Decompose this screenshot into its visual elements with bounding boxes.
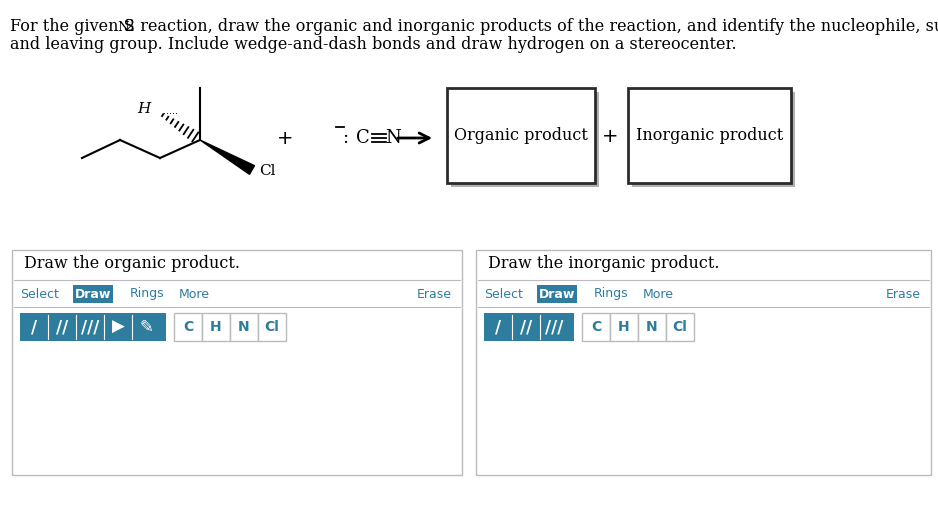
Bar xyxy=(666,313,694,341)
Text: Select: Select xyxy=(484,287,522,300)
Text: C: C xyxy=(356,129,370,147)
Text: Cl: Cl xyxy=(673,320,688,334)
Text: Erase: Erase xyxy=(417,287,452,300)
Text: More: More xyxy=(643,287,674,300)
Text: Cl: Cl xyxy=(259,164,276,178)
Text: C: C xyxy=(183,320,193,334)
Bar xyxy=(638,313,666,341)
Text: /: / xyxy=(495,318,501,336)
Text: //: // xyxy=(520,318,532,336)
Bar xyxy=(537,285,577,303)
Text: Erase: Erase xyxy=(886,287,921,300)
Text: Inorganic product: Inorganic product xyxy=(636,127,783,144)
Text: ▶: ▶ xyxy=(112,318,125,336)
Text: //: // xyxy=(56,318,68,336)
Text: Organic product: Organic product xyxy=(454,127,588,144)
Bar xyxy=(628,88,791,183)
Text: H: H xyxy=(618,320,629,334)
Text: +: + xyxy=(277,129,294,147)
Text: :: : xyxy=(342,129,348,147)
Text: N: N xyxy=(386,129,401,147)
Bar xyxy=(484,313,574,341)
Text: Draw the inorganic product.: Draw the inorganic product. xyxy=(488,255,719,272)
Polygon shape xyxy=(200,140,254,174)
Bar xyxy=(12,250,462,475)
Text: ///: /// xyxy=(545,318,563,336)
Text: More: More xyxy=(179,287,210,300)
Text: .....: ..... xyxy=(163,106,178,116)
Bar xyxy=(582,313,610,341)
Text: H: H xyxy=(137,102,151,116)
Bar xyxy=(73,285,113,303)
Text: H: H xyxy=(210,320,221,334)
Bar xyxy=(258,313,286,341)
Text: and leaving group. Include wedge-and-dash bonds and draw hydrogen on a stereocen: and leaving group. Include wedge-and-das… xyxy=(10,36,736,53)
Text: ✎: ✎ xyxy=(139,318,153,336)
Text: ///: /// xyxy=(81,318,99,336)
Bar xyxy=(202,313,230,341)
Bar xyxy=(476,250,931,475)
Bar xyxy=(447,88,595,183)
Text: N: N xyxy=(238,320,250,334)
Bar xyxy=(610,313,638,341)
Bar xyxy=(632,92,795,187)
Text: N: N xyxy=(646,320,658,334)
Bar xyxy=(230,313,258,341)
Text: Draw: Draw xyxy=(538,287,575,300)
Text: Rings: Rings xyxy=(130,287,165,300)
Text: Rings: Rings xyxy=(594,287,628,300)
Text: C: C xyxy=(591,320,601,334)
Text: Draw the organic product.: Draw the organic product. xyxy=(24,255,240,272)
Text: N: N xyxy=(117,21,129,34)
Text: Cl: Cl xyxy=(265,320,280,334)
Bar xyxy=(20,313,166,341)
Text: +: + xyxy=(602,127,618,145)
Text: Draw: Draw xyxy=(75,287,112,300)
Bar xyxy=(451,92,599,187)
Bar xyxy=(174,313,202,341)
Text: /: / xyxy=(31,318,38,336)
Text: 2 reaction, draw the organic and inorganic products of the reaction, and identif: 2 reaction, draw the organic and inorgan… xyxy=(125,18,938,35)
Text: For the given S: For the given S xyxy=(10,18,135,35)
Text: Select: Select xyxy=(20,287,59,300)
